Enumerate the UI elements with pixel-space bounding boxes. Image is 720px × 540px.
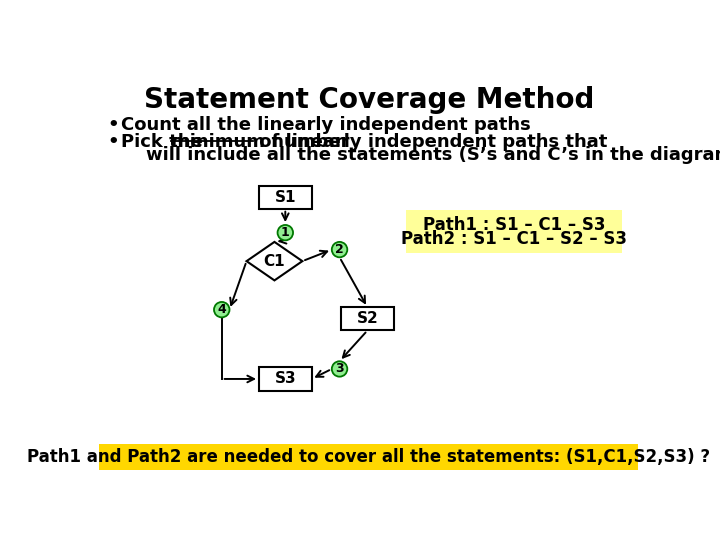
Bar	[259, 367, 312, 390]
Text: S1: S1	[274, 190, 296, 205]
Text: minimum number: minimum number	[171, 132, 350, 151]
Text: of linearly independent paths that: of linearly independent paths that	[253, 132, 607, 151]
Text: will include all the statements (S’s and C’s in the diagram): will include all the statements (S’s and…	[121, 146, 720, 164]
Text: •: •	[107, 132, 119, 151]
Circle shape	[332, 361, 347, 377]
Circle shape	[214, 302, 230, 318]
Text: Path2 : S1 – C1 – S2 – S3: Path2 : S1 – C1 – S2 – S3	[401, 230, 627, 248]
Text: 2: 2	[336, 243, 344, 256]
Text: Statement Coverage Method: Statement Coverage Method	[144, 86, 594, 114]
Text: S2: S2	[356, 312, 378, 326]
Polygon shape	[246, 242, 302, 280]
Circle shape	[277, 225, 293, 240]
Bar	[99, 444, 638, 470]
Text: 4: 4	[217, 303, 226, 316]
Bar	[259, 186, 312, 209]
Text: C1: C1	[264, 254, 285, 268]
Text: 3: 3	[336, 362, 344, 375]
Bar	[341, 307, 394, 330]
Text: Pick the: Pick the	[121, 132, 209, 151]
Text: 1: 1	[281, 226, 289, 239]
Text: Path1 : S1 – C1 – S3: Path1 : S1 – C1 – S3	[423, 216, 606, 234]
Circle shape	[332, 242, 347, 257]
Text: S3: S3	[274, 372, 296, 387]
Bar	[406, 210, 621, 253]
Text: Count all the linearly independent paths: Count all the linearly independent paths	[121, 116, 531, 133]
Text: •: •	[107, 116, 119, 133]
Text: Path1 and Path2 are needed to cover all the statements: (S1,C1,S2,S3) ?: Path1 and Path2 are needed to cover all …	[27, 448, 710, 465]
